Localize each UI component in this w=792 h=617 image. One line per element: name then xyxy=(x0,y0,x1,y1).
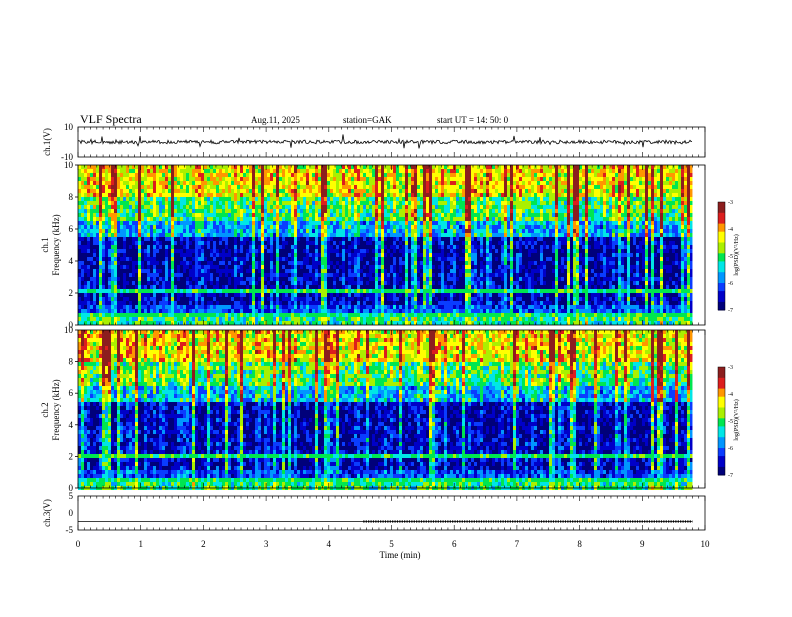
ch3-waveform-ylabel: ch.3(V) xyxy=(42,499,52,527)
ch1-ytick-label: 8 xyxy=(69,192,74,202)
ch1-ytick-label: 6 xyxy=(69,224,74,234)
time-tick-label: 2 xyxy=(201,539,206,549)
start-ut-label: start UT = 14: 50: 0 xyxy=(437,115,509,125)
date-label: Aug.11, 2025 xyxy=(251,115,300,125)
ch1-ytick-top: 10 xyxy=(64,122,74,132)
station-label: station=GAK xyxy=(343,115,392,125)
ch2-colorbar-tick: -6 xyxy=(728,446,733,452)
ch2-spectrogram-image xyxy=(78,330,692,490)
time-axis-label: Time (min) xyxy=(380,550,421,560)
ch1-colorbar-tick: -5 xyxy=(728,254,733,260)
time-tick-label: 6 xyxy=(452,539,457,549)
ch2-colorbar-tick: -7 xyxy=(728,473,733,479)
ch1-colorbar: -3 -4 -5 -6 -7 xyxy=(718,200,733,314)
ch1-waveform-trace xyxy=(78,134,692,148)
ch1-colorbar-tick: -3 xyxy=(728,200,733,206)
ch2-ytick-label: 2 xyxy=(69,451,74,461)
time-tick-label: 1 xyxy=(138,539,143,549)
ch2-ylabel-frequency: Frequency (kHz) xyxy=(51,379,61,440)
time-tick-label: 8 xyxy=(577,539,582,549)
ch2-ytick-label: 10 xyxy=(64,325,74,335)
ch1-ytick-label: 10 xyxy=(64,160,74,170)
ch2-colorbar-tick: -5 xyxy=(728,419,733,425)
ch2-ylabel-channel: ch.2 xyxy=(40,402,50,417)
time-tick-label: 10 xyxy=(701,539,711,549)
ch2-colorbar: -3 -4 -5 -6 -7 xyxy=(718,365,733,479)
time-tick-label: 4 xyxy=(327,539,332,549)
time-tick-label: 9 xyxy=(640,539,645,549)
ch3-ytick-top: 5 xyxy=(69,491,74,501)
ch3-ytick-mid: 0 xyxy=(69,508,74,518)
ch2-colorbar-label: log(PSD)(V²/Hz) xyxy=(733,399,740,440)
ch3-waveform-frame xyxy=(78,496,705,530)
ch1-waveform-panel: 10 -10 ch.1(V) xyxy=(42,122,705,162)
time-tick-label: 7 xyxy=(515,539,520,549)
ch1-waveform-ylabel: ch.1(V) xyxy=(42,128,52,156)
ch1-colorbar-tick: -7 xyxy=(728,308,733,314)
ch2-colorbar-tick: -4 xyxy=(728,392,733,398)
ch1-spectrogram-image xyxy=(78,165,692,325)
ch1-ytick-label: 4 xyxy=(69,256,74,266)
figure-title: VLF Spectra xyxy=(80,112,142,126)
time-tick-label: 0 xyxy=(76,539,81,549)
ch3-ytick-bottom: -5 xyxy=(66,525,74,535)
ch1-ylabel-channel: ch.1 xyxy=(40,237,50,252)
ch2-ytick-label: 8 xyxy=(69,357,74,367)
ch2-ytick-label: 4 xyxy=(69,420,74,430)
ch1-colorbar-tick: -6 xyxy=(728,281,733,287)
ch1-colorbar-label: log(PSD)(V²/Hz) xyxy=(733,234,740,275)
time-tick-label: 5 xyxy=(389,539,394,549)
ch1-ytick-label: 2 xyxy=(69,288,74,298)
time-tick-label: 3 xyxy=(264,539,269,549)
ch3-waveform-panel: 5 0 -5 ch.3(V) xyxy=(42,491,705,535)
ch1-ylabel-frequency: Frequency (kHz) xyxy=(51,214,61,275)
ch2-colorbar-tick: -3 xyxy=(728,365,733,371)
ch1-colorbar-tick: -4 xyxy=(728,227,733,233)
ch2-ytick-label: 6 xyxy=(69,388,74,398)
